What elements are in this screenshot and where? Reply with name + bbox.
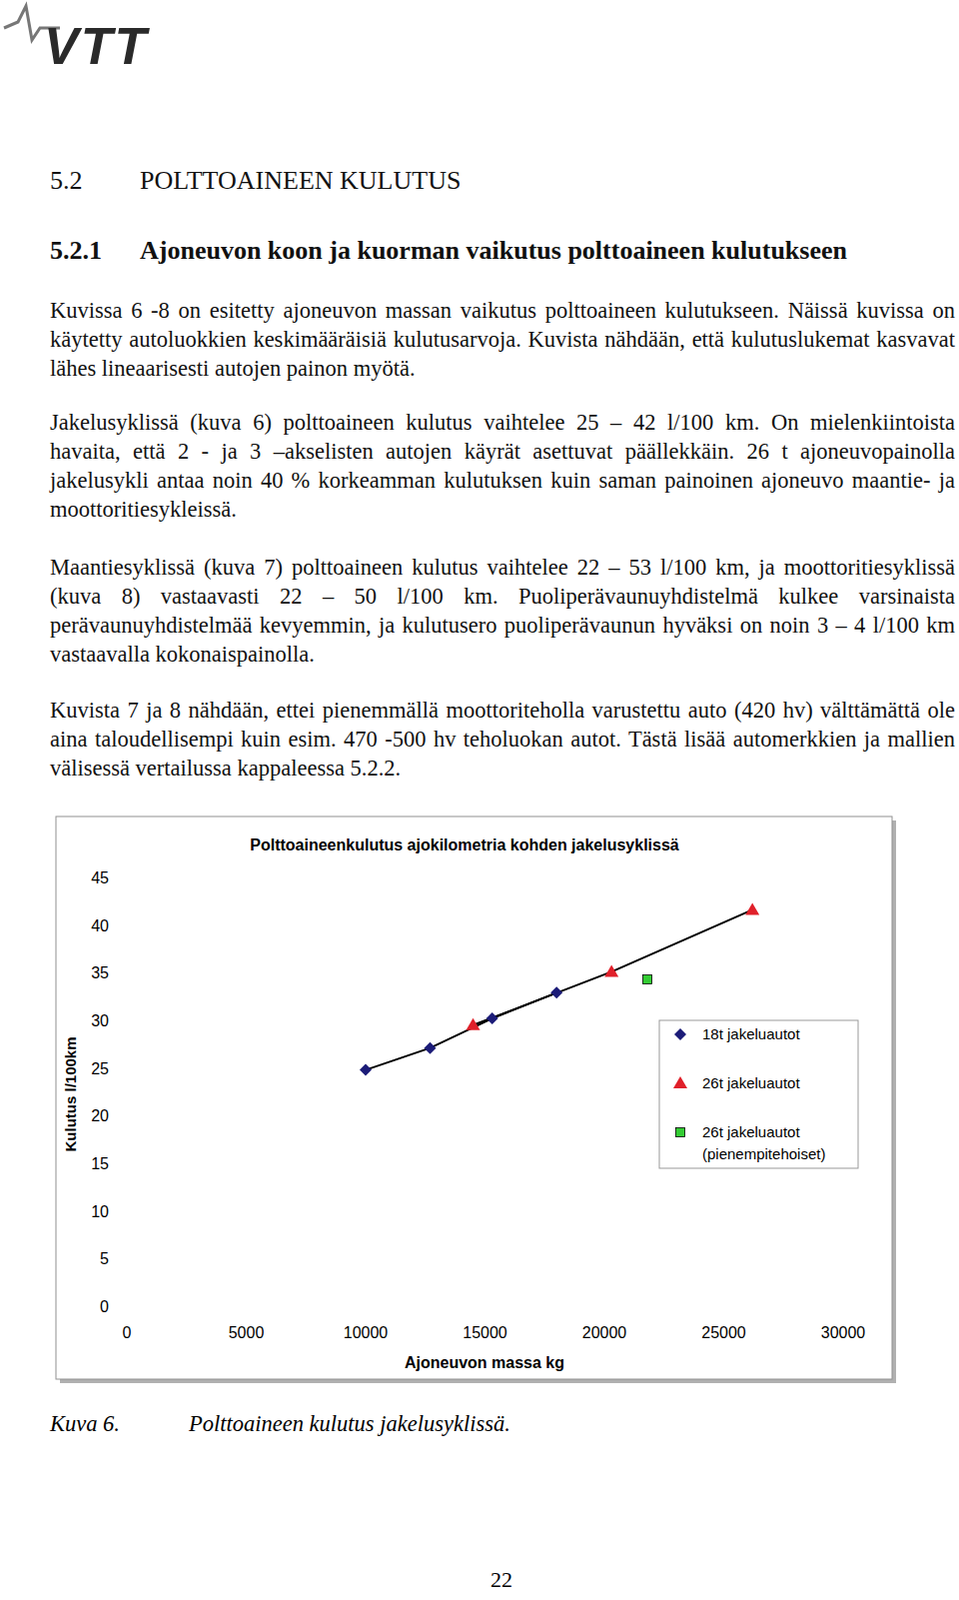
logo: VTT <box>43 16 150 75</box>
x-tick-label: 20000 <box>582 1323 628 1341</box>
data-point <box>466 1017 481 1030</box>
y-tick-label: 0 <box>99 1297 109 1315</box>
heading-title: Ajoneuvon koon ja kuorman vaikutus poltt… <box>139 235 848 266</box>
paragraph: Kuvista 7 ja 8 nähdään, ettei pienemmäll… <box>49 695 956 783</box>
y-axis-label: Kulutus l/100km <box>61 1035 79 1151</box>
caption-text: Polttoaineen kulutus jakelusyklissä. <box>188 1410 511 1437</box>
y-tick-label: 35 <box>90 963 109 981</box>
y-tick-label: 15 <box>90 1154 109 1172</box>
paragraph: Maantiesyklissä (kuva 7) polttoaineen ku… <box>49 552 956 669</box>
data-point <box>550 985 563 998</box>
data-point <box>643 974 653 984</box>
paragraph: Kuvissa 6 -8 on esitetty ajoneuvon massa… <box>49 295 956 383</box>
y-tick-label: 40 <box>90 917 109 935</box>
legend-marker <box>674 1027 687 1040</box>
x-tick-label: 0 <box>122 1323 132 1341</box>
x-tick-label: 5000 <box>228 1323 265 1341</box>
x-tick-label: 15000 <box>462 1323 508 1341</box>
page: VTT Polttoaineenkulutus ajokilometria koh… <box>0 0 959 1600</box>
y-tick-label: 20 <box>90 1106 109 1124</box>
y-tick-label: 30 <box>90 1011 109 1029</box>
x-axis-label: Ajoneuvon massa kg <box>404 1353 565 1371</box>
chart-frame <box>55 816 893 1379</box>
legend-marker <box>673 1075 688 1088</box>
y-tick-label: 5 <box>99 1249 109 1267</box>
data-point <box>745 902 760 915</box>
legend-label: 18t jakeluautot <box>702 1024 801 1042</box>
x-tick-label: 30000 <box>821 1323 867 1341</box>
y-tick-label: 10 <box>90 1202 109 1220</box>
caption-label: Kuva 6. <box>49 1410 120 1437</box>
heading-number: 5.2.1 <box>49 235 102 266</box>
heading-title: POLTTOAINEEN KULUTUS <box>139 165 461 196</box>
x-tick-label: 25000 <box>701 1323 747 1341</box>
x-tick-label: 10000 <box>343 1323 389 1341</box>
y-tick-label: 45 <box>90 869 109 887</box>
data-point <box>424 1041 437 1054</box>
data-point <box>604 963 619 976</box>
legend-box <box>659 1019 859 1168</box>
legend-label: 26t jakeluautot(pienempitehoiset) <box>702 1122 826 1162</box>
heading-number: 5.2 <box>49 165 83 196</box>
legend-marker <box>676 1127 686 1137</box>
data-point <box>359 1063 372 1076</box>
page-number: 22 <box>0 1566 959 1593</box>
legend-label: 26t jakeluautot <box>702 1073 801 1091</box>
chart-title: Polttoaineenkulutus ajokilometria kohden… <box>249 836 680 854</box>
series-line <box>473 909 754 1024</box>
data-point <box>486 1011 499 1024</box>
paragraph: Jakelusyklissä (kuva 6) polttoaineen kul… <box>49 407 956 524</box>
y-tick-label: 25 <box>90 1059 109 1077</box>
